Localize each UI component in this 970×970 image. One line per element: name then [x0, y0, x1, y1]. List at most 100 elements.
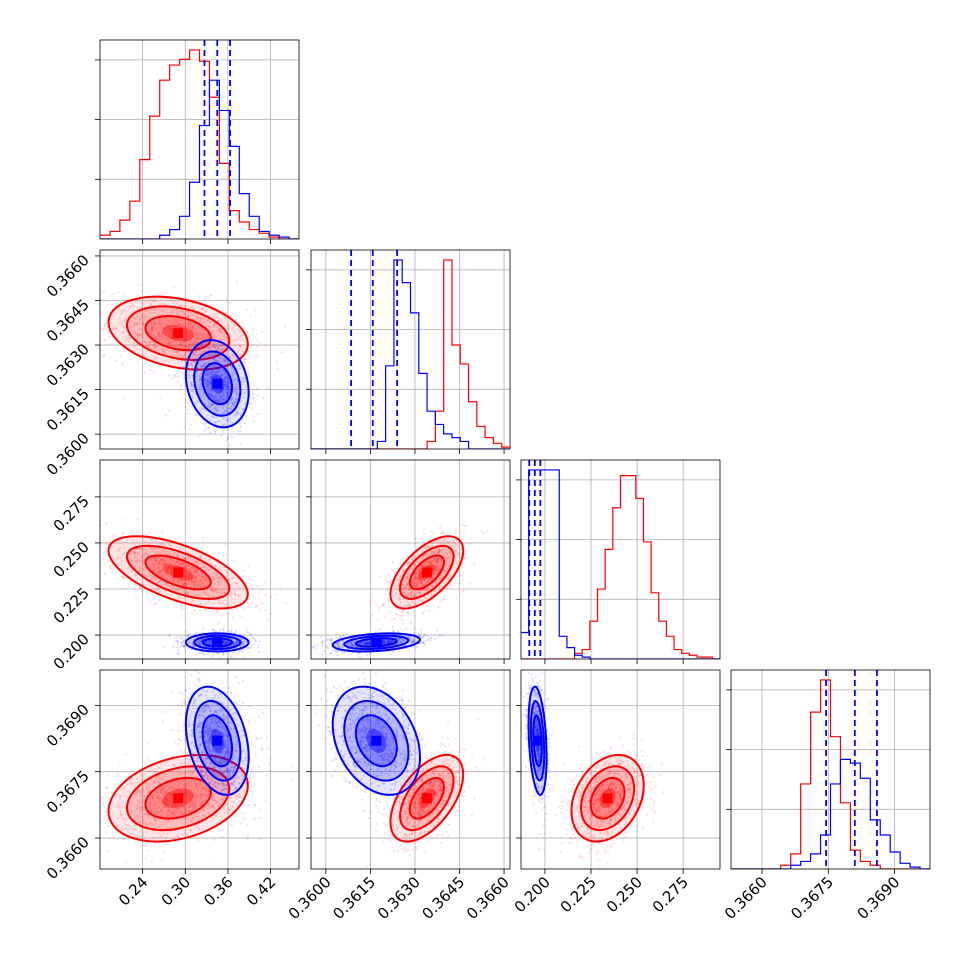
- y-tick-label: 0.275: [50, 492, 93, 535]
- x-tick-label: 0.250: [603, 873, 646, 916]
- contour-series-0-level-0: [107, 295, 249, 371]
- density-peak-series-0: [602, 793, 613, 804]
- x-tick-label: 0.3645: [418, 873, 468, 923]
- panel-3-2: 0.200 0.225 0.250 0.275: [511, 669, 721, 916]
- panel-3-3: 0.3660 0.3675 0.3690: [721, 669, 931, 923]
- contour-series-0-level-1: [126, 544, 231, 600]
- density-peak-series-1: [212, 637, 223, 648]
- panel-frame: [310, 249, 511, 450]
- panel-frame: [310, 669, 511, 870]
- contour-series-0-level-0: [389, 753, 465, 843]
- contour-series-1-level-1: [529, 699, 546, 782]
- density-peak-series-0: [173, 567, 184, 578]
- contour-series-0-level-0: [570, 753, 645, 843]
- contour-series-0-level-2: [589, 776, 626, 820]
- contour-series-0-level-0: [107, 535, 249, 610]
- contour-series-1-level-0: [184, 338, 250, 429]
- contour-series-0-level-1: [399, 765, 455, 832]
- contour-series-1-level-1: [343, 699, 410, 782]
- contour-series-1-level-0: [184, 685, 250, 796]
- y-tick-label: 0.3645: [43, 296, 93, 346]
- contour-series-1-level-2: [354, 637, 398, 648]
- contour-series-0-level-2: [144, 776, 212, 820]
- density-peak-series-1: [371, 735, 382, 746]
- y-tick-label: 0.3600: [43, 429, 93, 479]
- x-tick-label: 0.3600: [285, 873, 335, 923]
- contour-series-0-level-1: [126, 305, 231, 361]
- y-tick-label: 0.3660: [43, 251, 93, 301]
- contour-series-1-level-2: [354, 714, 398, 768]
- panel-frame: [99, 39, 300, 240]
- contour-series-1-level-0: [331, 685, 422, 796]
- density-peak-series-1: [371, 637, 382, 648]
- panel-frame: [99, 669, 300, 870]
- contour-series-1-level-0: [527, 685, 548, 796]
- x-tick-label: 0.36: [200, 873, 236, 909]
- x-tick-label: 0.42: [243, 873, 279, 909]
- histogram-series-0-param-3: [731, 679, 930, 869]
- histogram-series-1-param-1: [311, 259, 510, 449]
- contour-series-1-level-2: [201, 362, 233, 406]
- x-tick-label: 0.3615: [329, 873, 379, 923]
- panel-1-1: [306, 249, 511, 454]
- density-peak-series-1: [212, 378, 223, 389]
- contour-series-0-level-1: [580, 765, 636, 832]
- contour-series-1-level-0: [184, 632, 250, 653]
- contour-series-1-level-2: [201, 637, 233, 648]
- x-tick-label: 0.275: [649, 873, 692, 916]
- y-tick-label: 0.200: [50, 630, 93, 673]
- contour-series-0-level-0: [389, 535, 465, 610]
- panel-2-2: [516, 459, 721, 664]
- panel-frame: [99, 459, 300, 660]
- histogram-series-1-param-2: [521, 469, 720, 659]
- histogram-series-0-param-2: [521, 475, 720, 659]
- x-tick-label: 0.3690: [854, 873, 904, 923]
- panel-0-0: [95, 39, 300, 244]
- histogram-series-1-param-0: [100, 79, 299, 239]
- y-tick-label: 0.225: [50, 584, 93, 627]
- panel-frame: [730, 669, 931, 870]
- density-peak-series-0: [421, 793, 432, 804]
- x-tick-label: 0.30: [158, 873, 194, 909]
- density-peak-series-0: [173, 328, 184, 339]
- y-tick-label: 0.3615: [43, 385, 93, 435]
- x-tick-label: 0.200: [511, 873, 554, 916]
- x-tick-label: 0.24: [115, 873, 151, 909]
- y-tick-label: 0.250: [50, 538, 93, 581]
- panel-3-0: 0.3660 0.3675 0.3690 0.24 0.30 0.36 0.42: [43, 669, 300, 909]
- x-tick-label: 0.3630: [374, 873, 424, 923]
- histogram-series-0-param-0: [100, 49, 299, 239]
- y-tick-label: 0.3675: [43, 767, 93, 817]
- y-tick-label: 0.3660: [43, 833, 93, 883]
- x-tick-label: 0.225: [557, 873, 600, 916]
- panel-frame: [99, 249, 300, 450]
- density-peak-series-1: [532, 735, 543, 746]
- panel-frame: [520, 459, 721, 660]
- contour-series-0-level-2: [408, 554, 445, 591]
- histogram-series-1-param-3: [731, 758, 930, 869]
- y-tick-label: 0.3690: [43, 700, 93, 750]
- contour-series-0-level-2: [408, 776, 445, 820]
- density-peak-series-0: [421, 567, 432, 578]
- panel-2-1: [306, 459, 511, 664]
- x-tick-label: 0.3660: [721, 873, 771, 923]
- contour-series-1-level-2: [201, 714, 233, 768]
- contour-series-1-level-1: [193, 699, 242, 782]
- panel-frame: [310, 459, 511, 660]
- contour-series-1-level-1: [343, 634, 410, 651]
- contour-series-1-level-1: [193, 350, 242, 417]
- contour-series-1-level-1: [193, 634, 242, 651]
- density-peak-series-0: [173, 793, 184, 804]
- contour-series-0-level-0: [107, 753, 249, 843]
- panel-frame: [520, 669, 721, 870]
- contour-series-1-level-0: [331, 632, 422, 653]
- x-tick-label: 0.3660: [463, 873, 513, 923]
- density-peak-series-1: [212, 735, 223, 746]
- contour-series-1-level-2: [532, 714, 543, 768]
- contour-series-0-level-2: [144, 554, 212, 591]
- y-tick-label: 0.3630: [43, 340, 93, 390]
